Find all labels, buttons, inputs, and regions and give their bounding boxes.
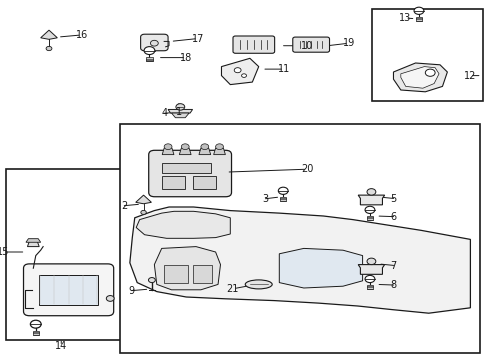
Polygon shape: [358, 195, 385, 205]
Circle shape: [144, 47, 155, 55]
Ellipse shape: [245, 280, 272, 289]
Circle shape: [234, 68, 241, 73]
Bar: [120, 124, 480, 353]
Text: 12: 12: [464, 71, 476, 81]
Bar: [280, 197, 286, 201]
Polygon shape: [221, 58, 259, 85]
Text: 2: 2: [121, 201, 127, 211]
Bar: [39, 275, 98, 305]
Polygon shape: [358, 265, 385, 274]
Circle shape: [201, 144, 209, 150]
Circle shape: [365, 206, 375, 213]
FancyBboxPatch shape: [293, 37, 329, 52]
Circle shape: [46, 46, 52, 51]
Bar: [193, 176, 216, 189]
Text: 19: 19: [343, 38, 355, 48]
FancyBboxPatch shape: [24, 264, 114, 316]
Polygon shape: [168, 109, 193, 113]
Bar: [32, 331, 39, 335]
Bar: [416, 17, 422, 21]
Text: 18: 18: [180, 53, 193, 63]
Circle shape: [414, 7, 424, 14]
Polygon shape: [393, 63, 447, 92]
Text: 6: 6: [391, 212, 397, 222]
FancyBboxPatch shape: [233, 36, 274, 53]
Text: 21: 21: [227, 284, 239, 294]
Polygon shape: [136, 211, 230, 238]
Bar: [367, 285, 373, 289]
Circle shape: [181, 144, 189, 150]
Circle shape: [150, 40, 158, 46]
Polygon shape: [130, 207, 470, 313]
Text: 1: 1: [176, 107, 182, 117]
Text: 5: 5: [391, 194, 397, 204]
Polygon shape: [199, 148, 211, 155]
Polygon shape: [154, 247, 220, 290]
Text: 13: 13: [399, 13, 412, 23]
Bar: [367, 216, 373, 220]
Polygon shape: [214, 148, 225, 155]
Text: 7: 7: [391, 261, 397, 271]
Text: 8: 8: [391, 280, 397, 290]
Polygon shape: [41, 30, 57, 39]
Polygon shape: [162, 148, 174, 155]
Polygon shape: [27, 241, 39, 247]
Circle shape: [425, 69, 435, 76]
Text: 11: 11: [278, 64, 291, 74]
Circle shape: [148, 278, 155, 283]
Text: 4: 4: [162, 108, 168, 118]
Circle shape: [30, 320, 41, 328]
Text: 20: 20: [301, 164, 314, 174]
Bar: [6, 169, 122, 340]
Circle shape: [141, 210, 147, 215]
Circle shape: [216, 144, 223, 150]
Circle shape: [176, 104, 185, 110]
Bar: [146, 57, 153, 61]
Bar: [372, 9, 483, 101]
Polygon shape: [136, 195, 151, 204]
Circle shape: [278, 187, 288, 194]
Circle shape: [242, 74, 246, 77]
Bar: [162, 176, 185, 189]
Circle shape: [164, 144, 172, 150]
Polygon shape: [279, 248, 363, 288]
Text: 16: 16: [76, 30, 88, 40]
Text: 15: 15: [0, 247, 10, 257]
Text: 14: 14: [55, 341, 67, 351]
Text: 3: 3: [263, 194, 269, 204]
Circle shape: [365, 275, 375, 283]
Text: 9: 9: [128, 286, 135, 296]
Circle shape: [367, 189, 376, 195]
Bar: [193, 265, 212, 283]
FancyBboxPatch shape: [141, 34, 168, 51]
Polygon shape: [401, 67, 439, 88]
Circle shape: [367, 258, 376, 265]
Bar: [162, 162, 211, 172]
Polygon shape: [26, 239, 41, 242]
Text: 17: 17: [192, 33, 204, 44]
Bar: [164, 265, 188, 283]
Polygon shape: [179, 148, 191, 155]
FancyBboxPatch shape: [149, 150, 231, 197]
Circle shape: [106, 296, 114, 301]
Text: 10: 10: [301, 41, 314, 51]
Polygon shape: [172, 113, 189, 118]
